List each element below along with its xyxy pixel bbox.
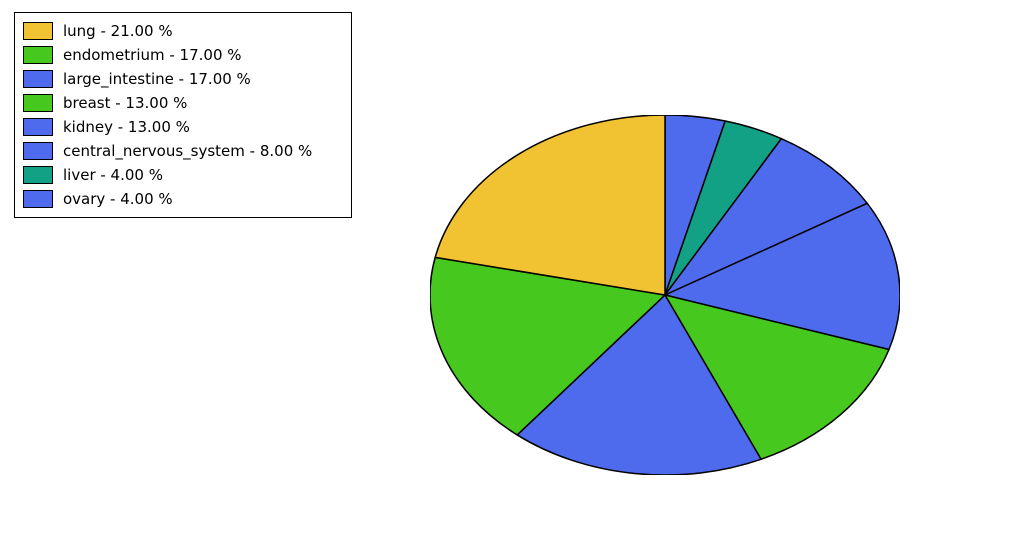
legend-swatch xyxy=(23,94,53,112)
legend-box: lung - 21.00 % endometrium - 17.00 % large… xyxy=(14,12,352,218)
legend-item: endometrium - 17.00 % xyxy=(23,43,343,67)
legend-label: large_intestine - 17.00 % xyxy=(63,70,251,88)
legend-item: central_nervous_system - 8.00 % xyxy=(23,139,343,163)
legend-label: liver - 4.00 % xyxy=(63,166,163,184)
legend-swatch xyxy=(23,166,53,184)
legend-label: lung - 21.00 % xyxy=(63,22,173,40)
legend-swatch xyxy=(23,46,53,64)
legend-label: breast - 13.00 % xyxy=(63,94,187,112)
legend-label: endometrium - 17.00 % xyxy=(63,46,242,64)
legend-swatch xyxy=(23,142,53,160)
legend-item: ovary - 4.00 % xyxy=(23,187,343,211)
chart-canvas: lung - 21.00 % endometrium - 17.00 % large… xyxy=(0,0,1013,538)
pie-chart xyxy=(430,115,900,475)
legend-item: breast - 13.00 % xyxy=(23,91,343,115)
legend-swatch xyxy=(23,118,53,136)
legend-label: kidney - 13.00 % xyxy=(63,118,190,136)
legend-item: lung - 21.00 % xyxy=(23,19,343,43)
legend-swatch xyxy=(23,22,53,40)
legend-label: central_nervous_system - 8.00 % xyxy=(63,142,312,160)
pie-svg xyxy=(430,115,900,475)
legend-item: large_intestine - 17.00 % xyxy=(23,67,343,91)
legend-item: liver - 4.00 % xyxy=(23,163,343,187)
legend-swatch xyxy=(23,70,53,88)
legend-label: ovary - 4.00 % xyxy=(63,190,173,208)
legend-item: kidney - 13.00 % xyxy=(23,115,343,139)
legend-swatch xyxy=(23,190,53,208)
